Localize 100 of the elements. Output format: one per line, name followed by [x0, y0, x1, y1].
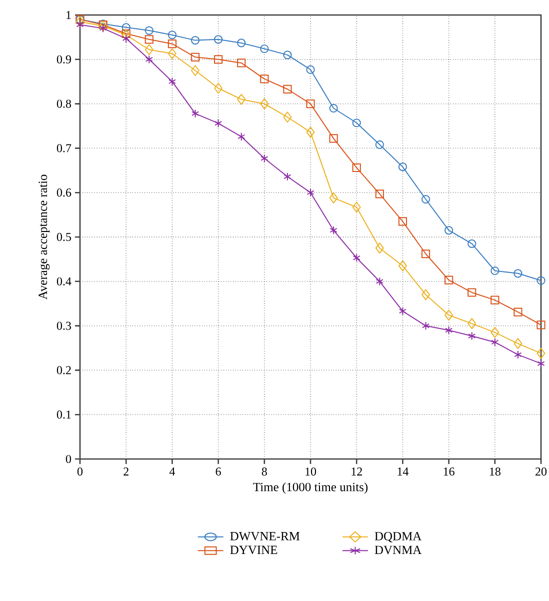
x-tick-label: 8	[262, 468, 267, 476]
point	[237, 38, 246, 48]
point	[422, 321, 430, 330]
y-tick-label: 0.4	[56, 277, 72, 286]
point	[260, 44, 269, 54]
point	[329, 134, 338, 143]
x-tick-label: 18	[490, 468, 500, 476]
point	[468, 318, 476, 330]
point	[168, 30, 176, 40]
point	[490, 326, 500, 338]
point	[537, 359, 545, 368]
point	[536, 276, 546, 285]
point	[122, 23, 130, 32]
point	[260, 74, 269, 84]
point	[168, 40, 176, 48]
point	[444, 310, 454, 321]
point	[514, 269, 522, 278]
y-tick-label: 0.5	[56, 232, 72, 242]
x-tick-label: 20	[536, 468, 547, 476]
point	[376, 277, 384, 286]
point	[352, 202, 361, 213]
point	[191, 64, 200, 76]
point	[214, 119, 222, 128]
point	[76, 16, 84, 28]
x-tick-label: 12	[352, 468, 362, 476]
point	[491, 338, 499, 347]
point	[191, 109, 200, 118]
point	[421, 194, 430, 204]
y-tick-label: 0	[66, 454, 72, 464]
point	[352, 254, 360, 262]
point	[306, 188, 314, 197]
point	[76, 20, 84, 30]
y-tick-label: 0.7	[56, 144, 72, 152]
y-tick-label: 0.8	[56, 100, 72, 108]
x-tick-label: 6	[216, 468, 221, 476]
legend-label: DVNMA	[374, 546, 422, 554]
y-tick-label: 0.6	[56, 188, 72, 197]
point	[283, 50, 292, 60]
y-tick-label: 0.3	[56, 322, 72, 330]
point	[490, 266, 500, 276]
point	[145, 55, 153, 64]
point	[283, 112, 292, 123]
point	[352, 163, 361, 172]
point	[329, 192, 338, 204]
point	[260, 98, 269, 110]
point	[306, 65, 315, 74]
point	[514, 350, 522, 359]
x-axis-title: Time (1000 time units)	[253, 482, 368, 494]
x-tick-label: 10	[306, 468, 316, 476]
point	[444, 276, 454, 284]
point	[375, 140, 384, 149]
point	[214, 82, 223, 94]
x-tick-label: 16	[444, 468, 454, 476]
y-tick-label: 0.9	[56, 55, 71, 64]
point	[168, 48, 176, 60]
point	[144, 44, 154, 56]
point	[375, 242, 384, 254]
point	[490, 296, 500, 304]
point	[144, 26, 154, 35]
point	[99, 24, 107, 33]
point	[122, 29, 130, 38]
legend-label: DYVINE	[230, 546, 278, 554]
point	[306, 126, 315, 138]
x-tick-label: 14	[398, 468, 409, 476]
point	[422, 289, 430, 300]
point	[260, 154, 268, 163]
legend-label: DQDMA	[374, 532, 422, 542]
point	[398, 306, 406, 316]
legend-label: DWVNE-RM	[230, 532, 300, 540]
y-tick-label: 0.2	[56, 366, 71, 374]
x-tick-label: 4	[169, 468, 176, 476]
point	[444, 226, 454, 235]
point	[122, 34, 130, 43]
point	[330, 226, 338, 235]
point	[122, 29, 130, 40]
point	[214, 55, 223, 64]
point	[284, 172, 292, 181]
point	[445, 326, 453, 335]
point	[214, 35, 223, 44]
point	[398, 217, 408, 226]
point	[306, 99, 315, 108]
y-axis-title: Average acceptance ratio	[38, 174, 50, 300]
x-tick-label: 0	[77, 468, 83, 476]
x-tick-label: 2	[124, 468, 128, 476]
point	[237, 58, 246, 68]
point	[421, 250, 430, 258]
point	[468, 332, 476, 340]
point	[329, 104, 338, 113]
point	[98, 20, 108, 32]
point	[398, 260, 407, 272]
point	[238, 132, 246, 141]
point	[468, 288, 476, 297]
point	[190, 52, 200, 62]
point	[237, 94, 246, 105]
point	[352, 118, 361, 128]
point	[144, 35, 154, 44]
point	[536, 348, 546, 359]
y-tick-label: 0.1	[56, 410, 71, 419]
point	[514, 308, 522, 316]
point	[168, 77, 176, 86]
